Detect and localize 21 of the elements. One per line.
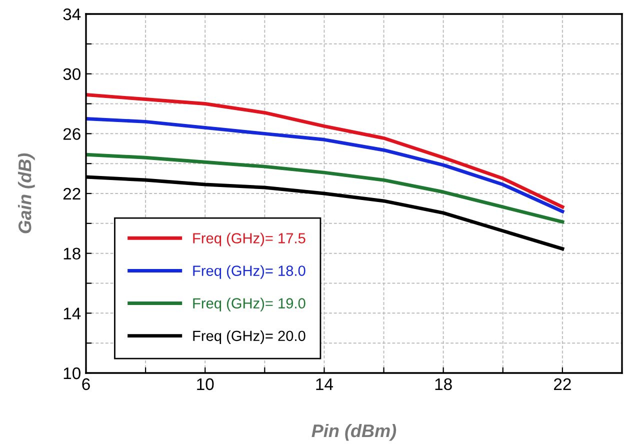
- y-tick-label: 34: [63, 8, 81, 20]
- x-tick-label: 22: [554, 378, 571, 390]
- x-tick-label: 18: [435, 378, 452, 390]
- legend-label: Freq (GHz)= 19.0: [193, 298, 306, 312]
- x-tick-label: 10: [197, 378, 214, 390]
- legend-label: Freq (GHz)= 20.0: [193, 330, 306, 344]
- x-tick-label: 6: [82, 378, 90, 390]
- y-tick-label: 22: [63, 188, 80, 200]
- y-tick-label: 30: [63, 68, 80, 80]
- y-tick-label: 10: [64, 367, 80, 380]
- line-series: [86, 152, 564, 224]
- y-tick-label: 26: [63, 128, 80, 140]
- line-series: [86, 93, 564, 209]
- y-tick-label: 14: [64, 308, 81, 320]
- legend-label: Freq (GHz)= 17.5: [193, 232, 306, 246]
- x-axis-title: Pin (dBm): [312, 424, 396, 441]
- line-series: [86, 116, 564, 214]
- x-tick-label: 14: [316, 378, 334, 390]
- legend-label: Freq (GHz)= 18.0: [193, 265, 306, 279]
- y-axis-title: Gain (dB): [18, 153, 35, 234]
- y-tick-label: 18: [64, 248, 80, 260]
